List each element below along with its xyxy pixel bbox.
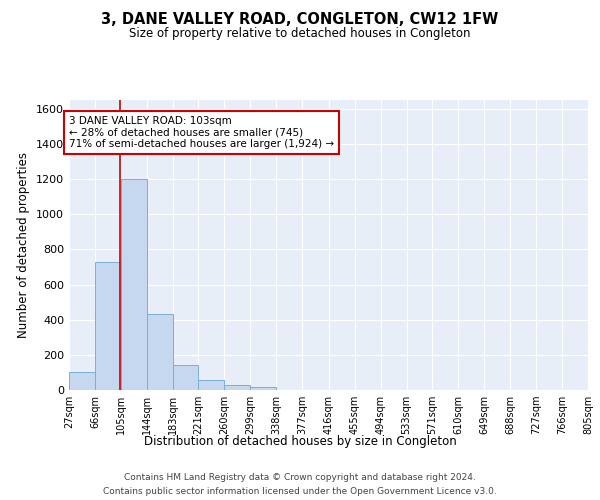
Text: 3, DANE VALLEY ROAD, CONGLETON, CW12 1FW: 3, DANE VALLEY ROAD, CONGLETON, CW12 1FW: [101, 12, 499, 28]
Bar: [69, 372, 95, 390]
Y-axis label: Number of detached properties: Number of detached properties: [17, 152, 31, 338]
Text: Contains public sector information licensed under the Open Government Licence v3: Contains public sector information licen…: [103, 488, 497, 496]
Text: Size of property relative to detached houses in Congleton: Size of property relative to detached ho…: [129, 28, 471, 40]
Text: Distribution of detached houses by size in Congleton: Distribution of detached houses by size …: [143, 435, 457, 448]
Text: 3 DANE VALLEY ROAD: 103sqm
← 28% of detached houses are smaller (745)
71% of sem: 3 DANE VALLEY ROAD: 103sqm ← 28% of deta…: [69, 116, 334, 149]
Bar: [147, 314, 173, 390]
Text: Contains HM Land Registry data © Crown copyright and database right 2024.: Contains HM Land Registry data © Crown c…: [124, 472, 476, 482]
Bar: [199, 380, 224, 390]
Bar: [95, 262, 121, 390]
Bar: [250, 388, 277, 390]
Bar: [173, 364, 199, 390]
Bar: [224, 384, 250, 390]
Bar: [121, 179, 147, 390]
